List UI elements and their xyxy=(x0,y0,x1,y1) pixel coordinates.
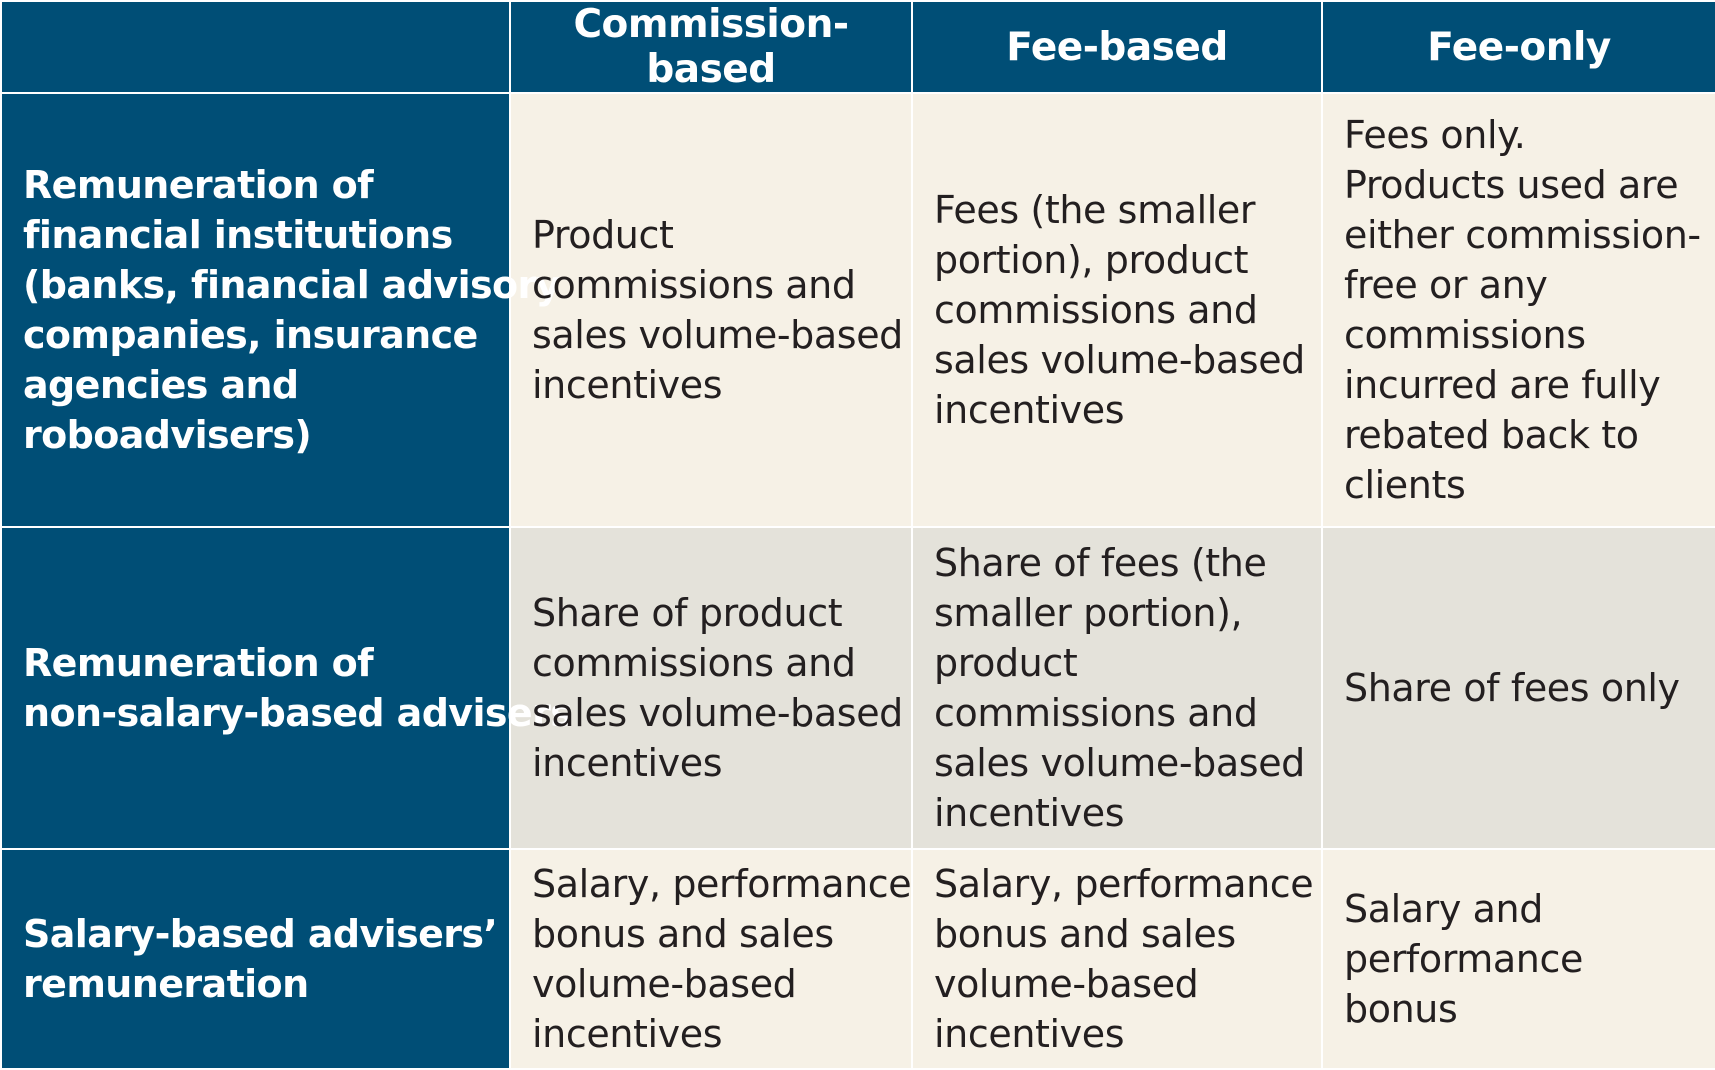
cell-line: rebated back to xyxy=(1344,413,1639,457)
column-header-commission-based: Commission-based xyxy=(509,0,913,94)
cell-line: incentives xyxy=(532,1012,723,1056)
row-header-financial-institutions: Remuneration of financial institutions (… xyxy=(0,92,560,528)
row-header-line: Remuneration of xyxy=(23,641,374,685)
row-header-line: financial institutions xyxy=(23,213,453,257)
header-corner-cell xyxy=(0,0,511,94)
cell-non-salary-fee-only: Share of fees only xyxy=(1321,526,1715,850)
cell-line: Share of fees only xyxy=(1344,666,1680,710)
cell-salary-commission-based: Salary, performance bonus and sales volu… xyxy=(509,848,913,1070)
cell-line: commissions and xyxy=(532,263,856,307)
cell-institutions-commission-based: Product commissions and sales volume-bas… xyxy=(509,92,913,528)
cell-line: volume-based xyxy=(934,962,1199,1006)
cell-line: incentives xyxy=(532,741,723,785)
cell-line: bonus and sales xyxy=(532,912,834,956)
cell-line: either commission- xyxy=(1344,213,1701,257)
column-header-fee-only: Fee-only xyxy=(1321,0,1715,94)
cell-line: incentives xyxy=(934,388,1125,432)
cell-line: sales volume-based xyxy=(934,741,1305,785)
row-header-line: roboadvisers) xyxy=(23,413,312,457)
cell-institutions-fee-only: Fees only. Products used are either comm… xyxy=(1321,92,1715,528)
row-header-non-salary-advisers: Remuneration of non-salary-based adviser… xyxy=(0,526,573,850)
cell-line: sales volume-based xyxy=(532,313,903,357)
row-header-line: non-salary-based advisers xyxy=(23,691,573,735)
cell-line: Products used are xyxy=(1344,163,1679,207)
cell-line: bonus and sales xyxy=(934,912,1236,956)
cell-line: smaller portion), xyxy=(934,591,1243,635)
cell-line: volume-based xyxy=(532,962,797,1006)
cell-line: sales volume-based xyxy=(934,338,1305,382)
cell-non-salary-fee-based: Share of fees (the smaller portion), pro… xyxy=(911,526,1323,850)
cell-line: commissions and xyxy=(934,288,1258,332)
cell-line: Share of fees (the xyxy=(934,541,1267,585)
column-header-fee-based: Fee-based xyxy=(911,0,1323,94)
cell-line: Fees (the smaller xyxy=(934,188,1256,232)
row-header-line: (banks, financial advisory xyxy=(23,263,560,307)
cell-line: Salary and xyxy=(1344,887,1543,931)
row-header-line: Salary-based advisers’ xyxy=(23,912,498,956)
cell-non-salary-commission-based: Share of product commissions and sales v… xyxy=(509,526,913,850)
row-header-line: agencies and xyxy=(23,363,299,407)
cell-salary-fee-only: Salary and performance bonus xyxy=(1321,848,1715,1070)
table-row-non-salary-advisers: Remuneration of non-salary-based adviser… xyxy=(0,526,1715,850)
cell-line: Share of product xyxy=(532,591,843,635)
cell-line: free or any xyxy=(1344,263,1548,307)
cell-salary-fee-based: Salary, performance bonus and sales volu… xyxy=(911,848,1323,1070)
cell-line: commissions xyxy=(1344,313,1586,357)
cell-line: sales volume-based xyxy=(532,691,903,735)
cell-line: incentives xyxy=(934,791,1125,835)
row-header-line: Remuneration of xyxy=(23,163,374,207)
cell-line: Salary, performance xyxy=(934,862,1314,906)
row-header-line: companies, insurance xyxy=(23,313,478,357)
table-header-row: Commission-based Fee-based Fee-only xyxy=(0,0,1715,94)
cell-line: incentives xyxy=(934,1012,1125,1056)
table-row-salary-based-advisers: Salary-based advisers’ remuneration Sala… xyxy=(0,848,1715,1070)
cell-line: bonus xyxy=(1344,987,1458,1031)
cell-line: incentives xyxy=(532,363,723,407)
cell-line: performance xyxy=(1344,937,1583,981)
table-row-financial-institutions: Remuneration of financial institutions (… xyxy=(0,92,1715,528)
cell-line: Salary, performance xyxy=(532,862,912,906)
cell-line: Fees only. xyxy=(1344,113,1526,157)
cell-line: incurred are fully xyxy=(1344,363,1661,407)
cell-line: Product xyxy=(532,213,674,257)
cell-line: commissions and xyxy=(532,641,856,685)
cell-line: portion), product xyxy=(934,238,1249,282)
cell-line: product xyxy=(934,641,1078,685)
cell-line: clients xyxy=(1344,463,1466,507)
cell-line: commissions and xyxy=(934,691,1258,735)
row-header-line: remuneration xyxy=(23,962,309,1006)
cell-institutions-fee-based: Fees (the smaller portion), product comm… xyxy=(911,92,1323,528)
row-header-salary-based-advisers: Salary-based advisers’ remuneration xyxy=(0,848,511,1070)
